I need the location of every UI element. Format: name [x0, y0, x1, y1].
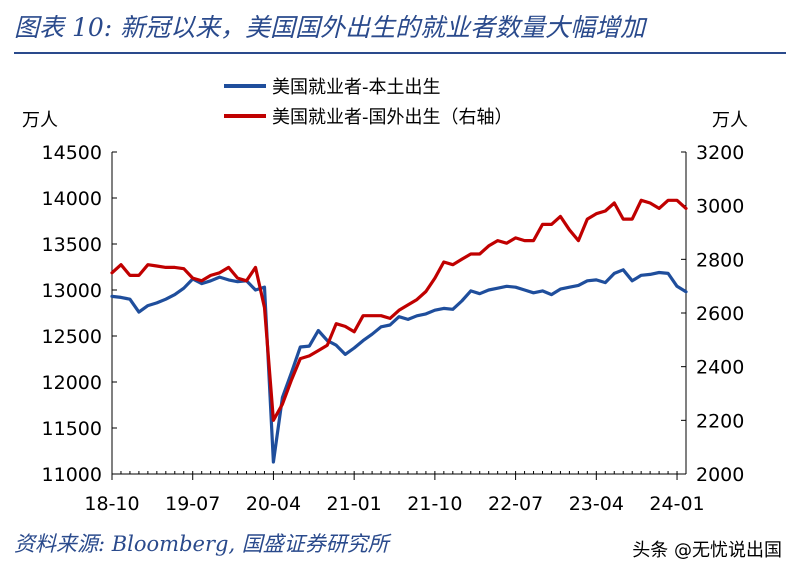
source-note: 资料来源: Bloomberg, 国盛证券研究所: [14, 532, 389, 556]
series-line-1: [110, 268, 688, 464]
y-left-tick-label: 13500: [42, 234, 102, 256]
x-tick-label: 23-04: [569, 493, 624, 515]
chart-title: 图表 10: 新冠以来，美国国外出生的就业者数量大幅增加: [14, 13, 646, 42]
y-right-tick-label: 2400: [696, 357, 744, 379]
x-tick-label: 22-07: [488, 493, 543, 515]
y-right-tick-label: 2000: [696, 464, 744, 486]
y-left-tick-label: 12000: [42, 372, 102, 394]
y-right-tick-label: 2600: [696, 303, 744, 325]
y-left-tick-label: 14000: [42, 188, 102, 210]
y-left-tick-label: 13000: [42, 280, 102, 302]
watermark: 头条 @无忧说出国: [626, 534, 788, 564]
title-divider: [14, 52, 786, 54]
y-right-unit: 万人: [712, 110, 748, 131]
y-left-tick-label: 12500: [42, 326, 102, 348]
x-tick-label: 19-07: [165, 493, 220, 515]
y-left-tick-label: 11500: [42, 418, 102, 440]
y-right-tick-label: 2200: [696, 410, 744, 432]
x-tick-label: 18-10: [84, 493, 139, 515]
y-right-tick-label: 3200: [696, 142, 744, 164]
x-tick-label: 20-04: [246, 493, 301, 515]
y-left-tick-label: 11000: [42, 464, 102, 486]
x-tick-label: 21-10: [407, 493, 462, 515]
y-right-tick-label: 2800: [696, 249, 744, 271]
legend-label-2: 美国就业者-国外出生（右轴）: [272, 107, 513, 128]
y-right-tick-label: 3000: [696, 196, 744, 218]
legend-label-1: 美国就业者-本土出生: [272, 77, 441, 98]
x-tick-label: 24-01: [649, 493, 704, 515]
series-line-2: [110, 198, 688, 422]
y-left-tick-label: 14500: [42, 142, 102, 164]
x-tick-label: 21-01: [327, 493, 382, 515]
y-left-unit: 万人: [22, 110, 58, 131]
